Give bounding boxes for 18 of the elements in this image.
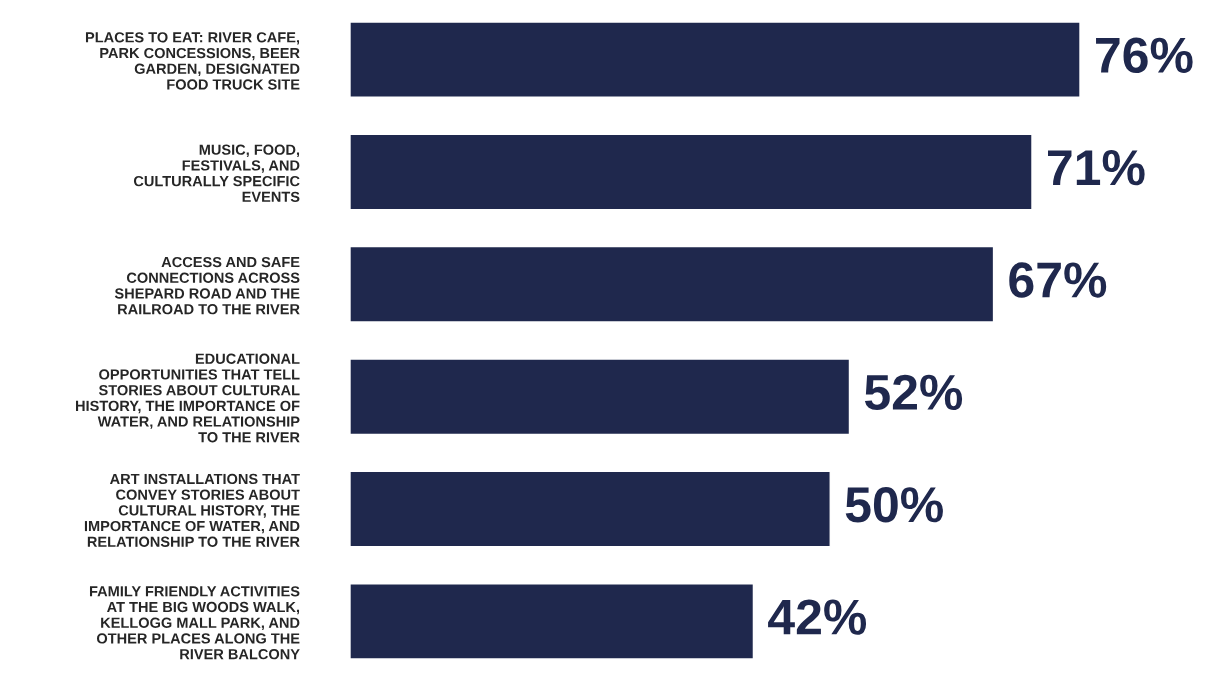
data-label: 67%: [1009, 262, 1107, 298]
data-label: 52%: [864, 374, 963, 411]
y-tick-label: EDUCATIONAL OPPORTUNITIES THAT TELL STORIES ABOUT CULTURAL HISTORY, THE IMPORTANCE OF WATER, AND RELATIONSHIP TO THE RIVER: [76, 353, 300, 443]
bar: [350, 245, 995, 323]
data-label: 50%: [845, 487, 943, 523]
bar: [350, 358, 851, 436]
bar: [350, 470, 831, 548]
y-tick-label: ART INSTALLATIONS THAT CONVEY STORIES ABOUT CULTURAL HISTORY, THE IMPORTANCE OF WATER, AND RELATIONSHIP TO THE RIVER: [84, 473, 300, 547]
data-label: 71%: [1048, 150, 1145, 186]
y-tick-label: PLACES TO EAT: RIVER CAFE, PARK CONCESSIONS, BEER GARDEN, DESIGNATED FOOD TRUCK SITE: [85, 32, 300, 90]
bar: [350, 133, 1033, 211]
y-tick-label: FAMILY FRIENDLY ACTIVITIES AT THE BIG WOODS WALK, KELLOGG MALL PARK, AND OTHER PLACES ALONG THE RIVER BALCONY: [89, 586, 300, 660]
y-tick-label: MUSIC, FOOD, FESTIVALS, AND CULTURALLY SPECIFIC EVENTS: [133, 144, 300, 202]
bar: [350, 583, 755, 660]
data-label: 42%: [768, 599, 867, 635]
y-tick-label: ACCESS AND SAFE CONNECTIONS ACROSS SHEPARD ROAD AND THE RAILROAD TO THE RIVER: [114, 256, 300, 315]
data-label: 76%: [1096, 37, 1193, 74]
bar: [350, 21, 1081, 98]
